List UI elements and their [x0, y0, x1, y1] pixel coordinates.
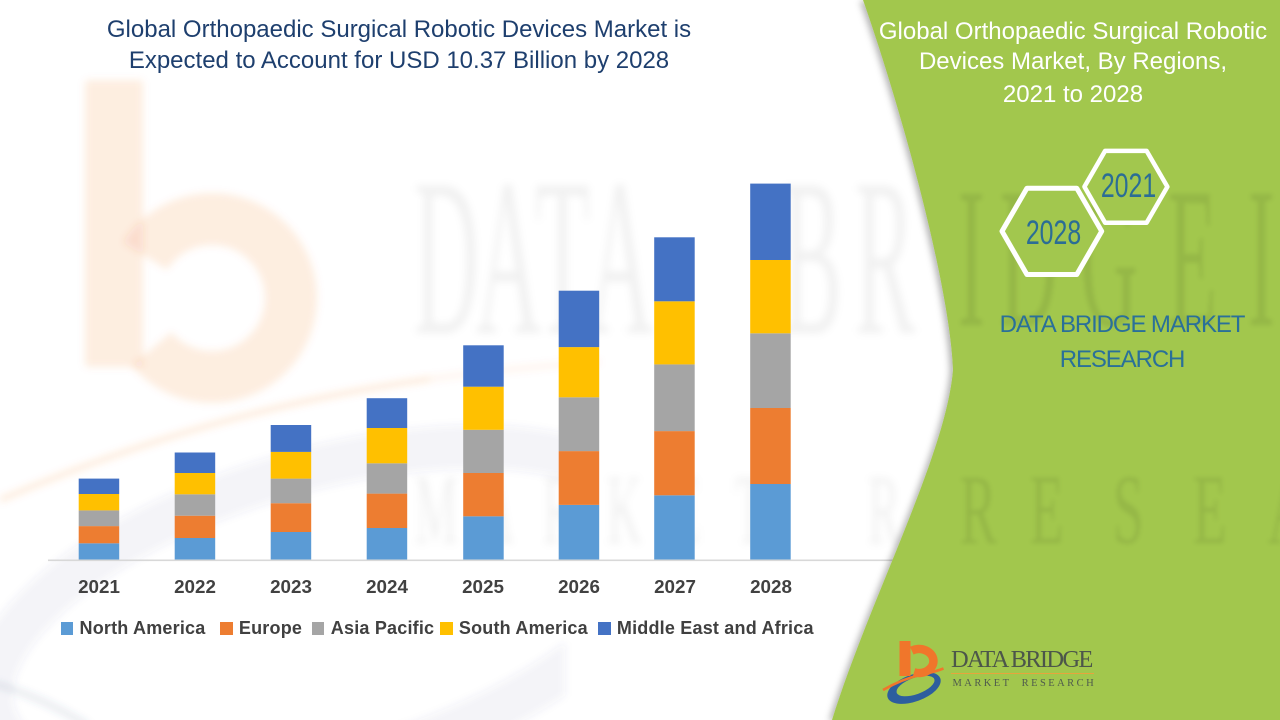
svg-text:M: M — [415, 454, 458, 565]
svg-text:R: R — [960, 455, 997, 565]
svg-text:R: R — [868, 454, 900, 565]
svg-text:I: I — [1248, 146, 1275, 368]
svg-text:A: A — [1268, 455, 1280, 565]
svg-text:D: D — [414, 133, 479, 382]
svg-text:I: I — [958, 146, 985, 368]
svg-text:E: E — [1193, 455, 1227, 565]
svg-text:E: E — [1030, 455, 1064, 565]
svg-text:K: K — [607, 454, 642, 565]
svg-text:B: B — [782, 133, 842, 382]
svg-text:R: R — [855, 133, 915, 382]
svg-text:S: S — [1113, 455, 1144, 565]
svg-text:E: E — [1168, 146, 1217, 368]
svg-text:A: A — [476, 133, 541, 382]
